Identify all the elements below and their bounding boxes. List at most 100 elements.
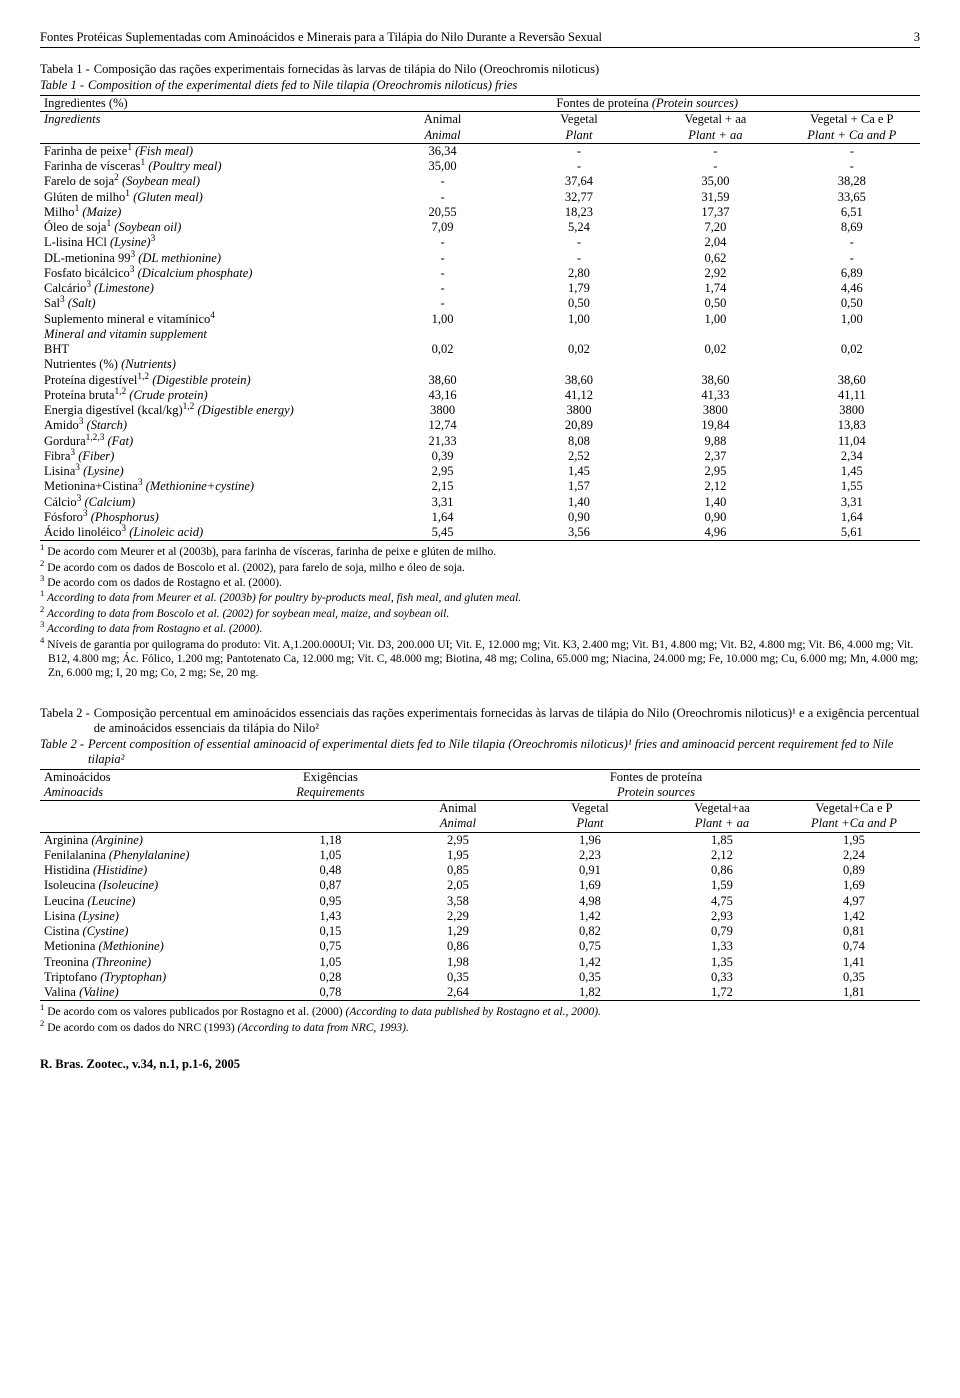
- table-cell: 2,92: [647, 266, 783, 281]
- table-cell: 2,34: [784, 449, 920, 464]
- page-number: 3: [914, 30, 920, 45]
- table-cell: 1,05: [269, 848, 392, 863]
- table-cell: 11,04: [784, 434, 920, 449]
- table-row-label: Fosfato bicálcico3 (Dicalcium phosphate): [40, 266, 374, 281]
- table-cell: 1,96: [524, 832, 656, 848]
- table-cell: 43,16: [374, 388, 510, 403]
- table-cell: -: [374, 266, 510, 281]
- table-cell: 1,45: [511, 464, 647, 479]
- table-cell: 1,40: [647, 495, 783, 510]
- table-cell: 1,42: [524, 955, 656, 970]
- table-cell: 0,75: [524, 939, 656, 954]
- t1-c1-en: Animal: [374, 128, 510, 144]
- table-cell: 1,57: [511, 479, 647, 494]
- table-cell: 35,00: [647, 174, 783, 189]
- table-row-label: Calcário3 (Limestone): [40, 281, 374, 296]
- footnote: 2 De acordo com os dados do NRC (1993) (…: [40, 1021, 920, 1035]
- table-cell: 36,34: [374, 143, 510, 159]
- table2-label-pt: Tabela 2 -: [40, 706, 90, 721]
- t2-h-aa-en: Aminoacids: [40, 785, 269, 801]
- table-cell: 4,96: [647, 525, 783, 541]
- table-cell: 0,02: [511, 342, 647, 357]
- table-cell: -: [374, 174, 510, 189]
- table-cell: 1,41: [788, 955, 920, 970]
- table-cell: 0,15: [269, 924, 392, 939]
- t2-c2-pt: Vegetal: [524, 801, 656, 817]
- table-row-label: Isoleucina (Isoleucine): [40, 878, 269, 893]
- table2-caption: Tabela 2 - Composição percentual em amin…: [40, 706, 920, 767]
- table-cell: 3800: [374, 403, 510, 418]
- table-cell: 38,60: [784, 373, 920, 388]
- footnote: 1 According to data from Meurer et al. (…: [40, 591, 920, 605]
- table-row-label: Glúten de milho1 (Gluten meal): [40, 190, 374, 205]
- table-row-label: Valina (Valine): [40, 985, 269, 1001]
- table-cell: 6,51: [784, 205, 920, 220]
- table-cell: 0,82: [524, 924, 656, 939]
- t2-h-src-en: Protein sources: [392, 785, 920, 801]
- table-cell: 0,86: [656, 863, 788, 878]
- table-cell: 0,87: [269, 878, 392, 893]
- table-row-label: Energia digestível (kcal/kg)1,2 (Digesti…: [40, 403, 374, 418]
- t1-c4-en: Plant + Ca and P: [784, 128, 920, 144]
- table-row-label: Gordura1,2,3 (Fat): [40, 434, 374, 449]
- table-cell: 2,95: [374, 464, 510, 479]
- table-cell: 1,74: [647, 281, 783, 296]
- table-cell: 0,02: [647, 342, 783, 357]
- table2-caption-en: Percent composition of essential aminoac…: [88, 737, 920, 767]
- table-cell: 0,28: [269, 970, 392, 985]
- table-cell: 0,86: [392, 939, 524, 954]
- table-cell: 5,24: [511, 220, 647, 235]
- table-row-label: Suplemento mineral e vitamínico4: [40, 312, 374, 327]
- t1-c1-pt: Animal: [374, 112, 510, 128]
- table-cell: 0,90: [647, 510, 783, 525]
- table-cell: 0,62: [647, 251, 783, 266]
- table2: Aminoácidos Exigências Fontes de proteín…: [40, 769, 920, 1002]
- table-cell: 0,90: [511, 510, 647, 525]
- t1-c3-pt: Vegetal + aa: [647, 112, 783, 128]
- table-cell: 9,88: [647, 434, 783, 449]
- table-row-label: Óleo de soja1 (Soybean oil): [40, 220, 374, 235]
- table-cell: 19,84: [647, 418, 783, 433]
- t2-h-aa-pt: Aminoácidos: [40, 769, 269, 785]
- footnote: 3 According to data from Rostagno et al.…: [40, 622, 920, 636]
- table-cell: 1,35: [656, 955, 788, 970]
- table-cell: 1,33: [656, 939, 788, 954]
- table-cell: 37,64: [511, 174, 647, 189]
- table-cell: 4,46: [784, 281, 920, 296]
- t2-c1-pt: Animal: [392, 801, 524, 817]
- table-cell: -: [647, 143, 783, 159]
- table-cell: 1,69: [524, 878, 656, 893]
- table-cell: -: [511, 159, 647, 174]
- table-cell: 35,00: [374, 159, 510, 174]
- table-cell: 1,72: [656, 985, 788, 1001]
- table-cell: 3800: [511, 403, 647, 418]
- t2-c4-en: Plant +Ca and P: [788, 816, 920, 832]
- footnote: 4 Níveis de garantia por quilograma do p…: [40, 638, 920, 681]
- t1-h-sources: Fontes de proteína (Protein sources): [374, 96, 920, 112]
- table-cell: -: [784, 251, 920, 266]
- table-cell: 33,65: [784, 190, 920, 205]
- t1-h-ingredients-en: Ingredients: [40, 112, 374, 128]
- table-cell: 2,24: [788, 848, 920, 863]
- table-cell: 2,15: [374, 479, 510, 494]
- table-cell: 2,80: [511, 266, 647, 281]
- table-cell: 1,42: [788, 909, 920, 924]
- table-cell: 0,33: [656, 970, 788, 985]
- table-cell: 0,85: [392, 863, 524, 878]
- table-row-label: Histidina (Histidine): [40, 863, 269, 878]
- table-row-label: Cálcio3 (Calcium): [40, 495, 374, 510]
- table-cell: 2,23: [524, 848, 656, 863]
- table-cell: 32,77: [511, 190, 647, 205]
- table-cell: 3800: [647, 403, 783, 418]
- table-cell: 0,35: [392, 970, 524, 985]
- table-cell: 2,29: [392, 909, 524, 924]
- table-cell: 1,95: [788, 832, 920, 848]
- table-cell: -: [374, 296, 510, 311]
- table-cell: 20,89: [511, 418, 647, 433]
- table-row-label: Leucina (Leucine): [40, 894, 269, 909]
- table1-label-en: Table 1 -: [40, 78, 84, 93]
- table-cell: -: [511, 235, 647, 250]
- t1-c2-pt: Vegetal: [511, 112, 647, 128]
- table-row-label: Milho1 (Maize): [40, 205, 374, 220]
- table-cell: 1,00: [374, 312, 510, 327]
